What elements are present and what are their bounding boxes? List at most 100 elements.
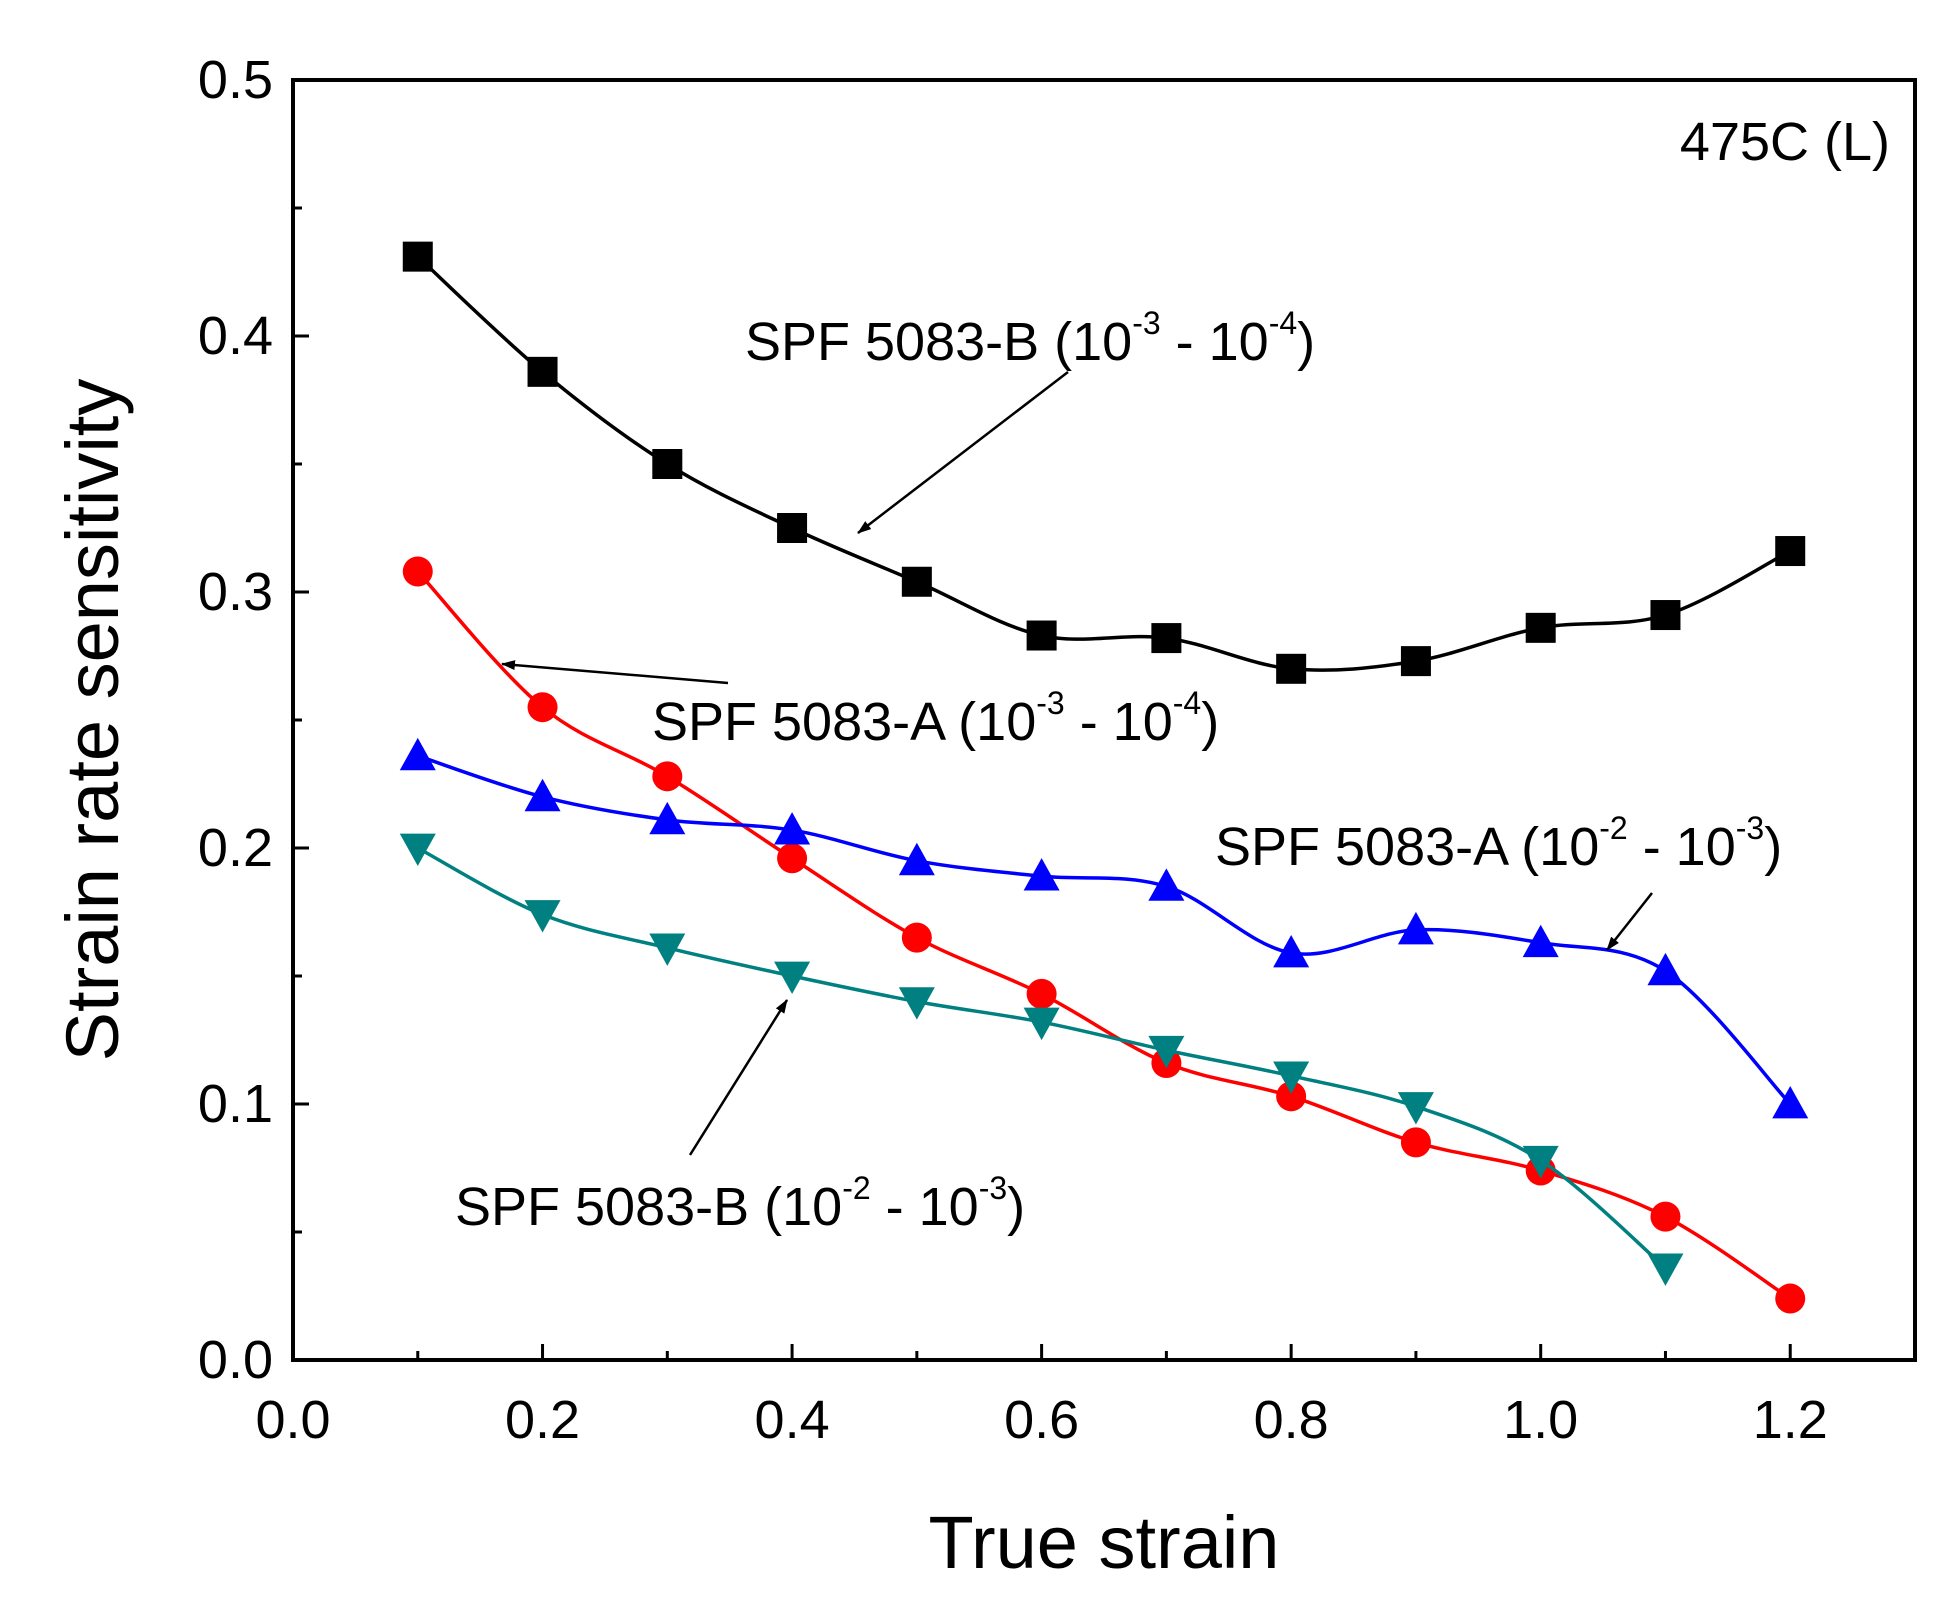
x-tick-label: 0.8 <box>1254 1390 1329 1450</box>
triangle-up-marker <box>1023 858 1060 891</box>
x-tick-label: 0.6 <box>1004 1390 1079 1450</box>
annotation-arrow <box>1606 892 1653 951</box>
annotation-text: - 10 <box>1628 817 1736 877</box>
x-tick-label: 0.0 <box>255 1390 330 1450</box>
triangle-down-marker <box>1647 1253 1684 1286</box>
square-marker <box>1276 653 1307 684</box>
annotation-exponent: -3 <box>1132 305 1160 341</box>
triangle-up-marker <box>898 842 935 876</box>
annotation-b34: SPF 5083-B (10-3 - 10-4) <box>745 305 1315 534</box>
circle-marker <box>527 692 558 723</box>
triangle-up-marker <box>1397 911 1434 945</box>
triangle-down-marker <box>1273 1061 1310 1094</box>
circle-marker <box>1400 1127 1431 1158</box>
square-marker <box>901 566 932 597</box>
triangle-down-marker <box>1023 1007 1060 1041</box>
plot-frame <box>291 78 1917 1362</box>
circle-marker <box>901 922 932 953</box>
annotation-arrow <box>857 371 1069 534</box>
y-tick-label: 0.1 <box>198 1074 273 1134</box>
triangle-up-marker <box>524 778 561 812</box>
annotation-text: SPF 5083-A (10 <box>652 692 1036 752</box>
annotation-text: ) <box>1764 817 1782 877</box>
annotation-exponent: -3 <box>979 1170 1007 1206</box>
y-tick-label: 0.5 <box>198 50 273 110</box>
circle-marker <box>1276 1081 1307 1112</box>
condition-label: 475C (L) <box>1680 112 1890 172</box>
series-layer <box>399 241 1809 1314</box>
annotation-text: ) <box>1007 1177 1025 1237</box>
square-marker <box>1775 536 1806 567</box>
triangle-up-marker <box>399 737 436 771</box>
x-tick-label: 0.2 <box>505 1390 580 1450</box>
triangle-up-marker <box>1148 868 1185 901</box>
annotation-exponent: -3 <box>1036 685 1064 721</box>
annotation-arrow <box>501 660 729 685</box>
triangle-up-marker <box>1772 1086 1809 1119</box>
triangle-up-marker <box>649 801 686 835</box>
square-marker <box>1151 623 1182 654</box>
x-axis-title: True strain <box>929 1501 1280 1584</box>
annotation-text: - 10 <box>1065 692 1173 752</box>
y-axis-title: Strain rate sensitivity <box>51 379 134 1062</box>
annotation-text: ) <box>1297 312 1315 372</box>
annotation-label: SPF 5083-A (10-2 - 10-3) <box>1215 810 1782 877</box>
y-tick-label: 0.3 <box>198 562 273 622</box>
annotations: SPF 5083-B (10-3 - 10-4)SPF 5083-A (10-3… <box>455 305 1782 1237</box>
annotation-exponent: -2 <box>842 1170 870 1206</box>
annotation-text: SPF 5083-B (10 <box>745 312 1132 372</box>
annotation-label: SPF 5083-B (10-2 - 10-3) <box>455 1170 1025 1237</box>
series-3 <box>399 737 1809 1119</box>
triangle-down-marker <box>1397 1092 1434 1125</box>
triangle-down-marker <box>774 961 811 994</box>
triangle-up-marker <box>1647 952 1684 986</box>
x-tick-label: 1.2 <box>1753 1390 1828 1450</box>
circle-marker <box>1775 1283 1806 1314</box>
circle-marker <box>652 761 683 792</box>
square-marker <box>1400 646 1431 677</box>
annotation-text: SPF 5083-B (10 <box>455 1177 842 1237</box>
triangle-up-marker <box>1273 934 1310 968</box>
square-marker <box>527 356 558 387</box>
annotation-arrow <box>688 999 789 1156</box>
triangle-down-marker <box>898 987 935 1020</box>
annotation-label: SPF 5083-B (10-3 - 10-4) <box>745 305 1315 372</box>
annotation-text: - 10 <box>871 1177 979 1237</box>
annotation-label: SPF 5083-A (10-3 - 10-4) <box>652 685 1219 752</box>
annotation-a23: SPF 5083-A (10-2 - 10-3) <box>1215 810 1782 951</box>
annotation-exponent: -4 <box>1173 685 1201 721</box>
y-tick-label: 0.2 <box>198 818 273 878</box>
triangle-down-marker <box>1522 1145 1559 1179</box>
circle-marker <box>777 843 808 874</box>
square-marker <box>777 513 808 543</box>
annotation-a34: SPF 5083-A (10-3 - 10-4) <box>501 660 1219 752</box>
axes: 0.0 0.2 0.4 0.6 0.8 1.0 1.2 0.0 0.1 0.2 0.3 0.4 0.5 <box>198 50 1828 1450</box>
annotation-exponent: -4 <box>1269 305 1297 341</box>
annotation-text: ) <box>1201 692 1219 752</box>
y-tick-label: 0.4 <box>198 306 273 366</box>
square-marker <box>1650 600 1681 631</box>
annotation-b23: SPF 5083-B (10-2 - 10-3) <box>455 999 1025 1237</box>
triangle-down-marker <box>524 900 561 933</box>
circle-marker <box>1026 978 1057 1009</box>
triangle-down-marker <box>649 933 686 966</box>
annotation-text: - 10 <box>1161 312 1269 372</box>
square-marker <box>1525 612 1556 643</box>
triangle-up-marker <box>1522 924 1559 958</box>
triangle-down-marker <box>399 833 436 866</box>
square-marker <box>1026 620 1057 651</box>
annotation-exponent: -2 <box>1599 810 1627 846</box>
circle-marker <box>1650 1201 1681 1232</box>
square-marker <box>402 241 433 272</box>
series-1 <box>402 241 1806 684</box>
triangle-down-marker <box>1148 1035 1185 1069</box>
x-tick-label: 0.4 <box>755 1390 830 1450</box>
square-marker <box>652 449 683 479</box>
series-4 <box>399 833 1684 1286</box>
annotation-text: SPF 5083-A (10 <box>1215 817 1599 877</box>
annotation-exponent: -3 <box>1736 810 1764 846</box>
y-tick-label: 0.0 <box>198 1330 273 1390</box>
triangle-up-marker <box>774 812 811 845</box>
